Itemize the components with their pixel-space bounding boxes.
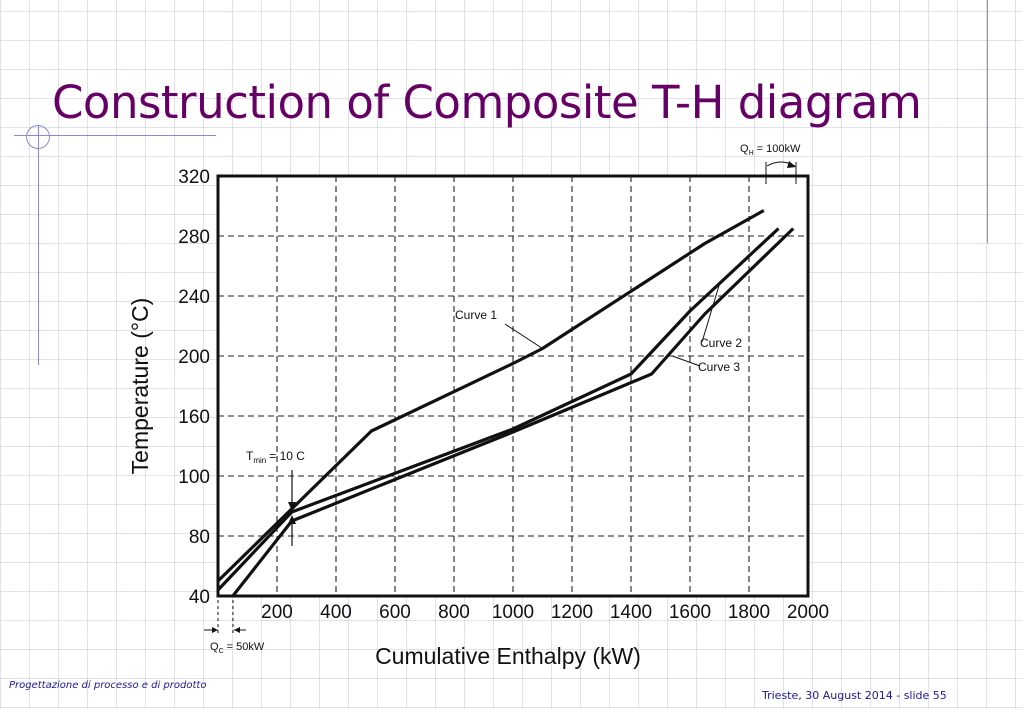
footer-course-name: Progettazione di processo e di prodotto [9,680,207,691]
x-axis-label: Cumulative Enthalpy (kW) [375,643,641,669]
qc-annotation: QC = 50kW [210,641,265,655]
x-tick-label: 1800 [728,602,770,623]
right-accent-line [987,0,988,243]
curve-2-leader [701,283,720,343]
curve-labels: Curve 1 Curve 2 Curve 3 [455,283,742,374]
y-tick-label: 40 [189,587,210,608]
y-tick-label: 100 [178,467,210,488]
tick-labels: 40 80 100 160 200 240 280 320 200 400 600 800 1000 12… [178,167,829,623]
title-underline [14,135,216,136]
y-tick-label: 320 [178,167,210,188]
y-axis-label: Temperature (°C) [127,298,153,475]
qh-annotation: QH = 100kW [740,143,801,157]
curve-3-label: Curve 3 [698,360,740,374]
footer-slide-info: Trieste, 30 August 2014 - slide 55 [762,689,947,702]
composite-th-chart: 40 80 100 160 200 240 280 320 200 400 600 800 1000 12… [127,143,829,669]
y-tick-label: 80 [189,527,210,548]
tmin-arrowhead-top [288,502,296,511]
x-tick-label: 1200 [551,602,593,623]
y-tick-label: 280 [178,227,210,248]
curve-1-leader [504,323,543,349]
curve-2-label: Curve 2 [700,336,742,350]
x-tick-label: 200 [261,602,293,623]
y-tick-label: 200 [178,347,210,368]
x-tick-label: 1000 [492,602,534,623]
curve-3-line [231,227,795,597]
x-tick-label: 600 [379,602,411,623]
tmin-arrowhead-bottom [288,515,296,524]
curve-2-line [216,227,780,592]
corner-circle-ornament [26,125,50,149]
grid-lines [218,176,808,596]
y-tick-label: 240 [178,287,210,308]
y-tick-label: 160 [178,407,210,428]
curve-1-line [216,209,765,583]
x-tick-label: 1600 [669,602,711,623]
tmin-annotation: Tmin = 10 C [246,449,305,465]
x-tick-label: 2000 [787,602,829,623]
qh-arrowhead [787,161,796,168]
curve-1-label: Curve 1 [455,308,497,322]
x-tick-label: 1400 [610,602,652,623]
x-tick-label: 800 [438,602,470,623]
qc-arrowhead-right [234,627,240,633]
left-accent-line [38,125,39,365]
qc-arrowhead-left [212,627,218,633]
curve-3-leader [672,355,701,367]
slide-title: Construction of Composite T-H diagram [52,76,922,129]
curves [216,209,795,597]
x-tick-label: 400 [320,602,352,623]
